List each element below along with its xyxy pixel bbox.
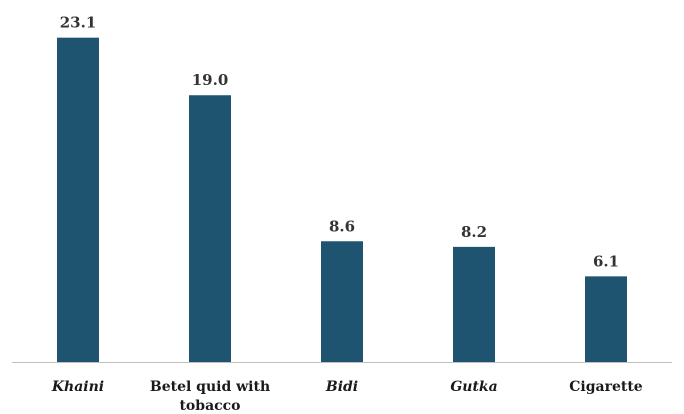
bar-3 <box>453 246 495 362</box>
category-label-1-line-0: Betel quid with <box>150 379 270 395</box>
value-label-2: 8.6 <box>329 217 355 235</box>
category-label-0-line-0: Khaini <box>51 379 104 395</box>
bar-4 <box>585 276 627 362</box>
category-label-4-line-0: Cigarette <box>569 379 643 395</box>
bar-2 <box>321 241 363 362</box>
value-label-4: 6.1 <box>593 252 619 270</box>
category-label-3-line-0: Gutka <box>450 379 497 395</box>
category-label-1-line-1: tobacco <box>179 398 240 414</box>
bars-group <box>57 37 627 363</box>
value-label-1: 19.0 <box>192 71 229 89</box>
category-labels-group: Khaini Betel quid with tobacco Bidi Gutka Cig… <box>51 379 643 414</box>
value-label-3: 8.2 <box>461 223 487 241</box>
bar-1 <box>189 95 231 363</box>
category-label-2-line-0: Bidi <box>325 379 358 395</box>
value-labels-group: 23.1 19.0 8.6 8.2 6.1 <box>60 14 619 271</box>
bar-0 <box>57 37 99 363</box>
value-label-0: 23.1 <box>60 14 97 32</box>
